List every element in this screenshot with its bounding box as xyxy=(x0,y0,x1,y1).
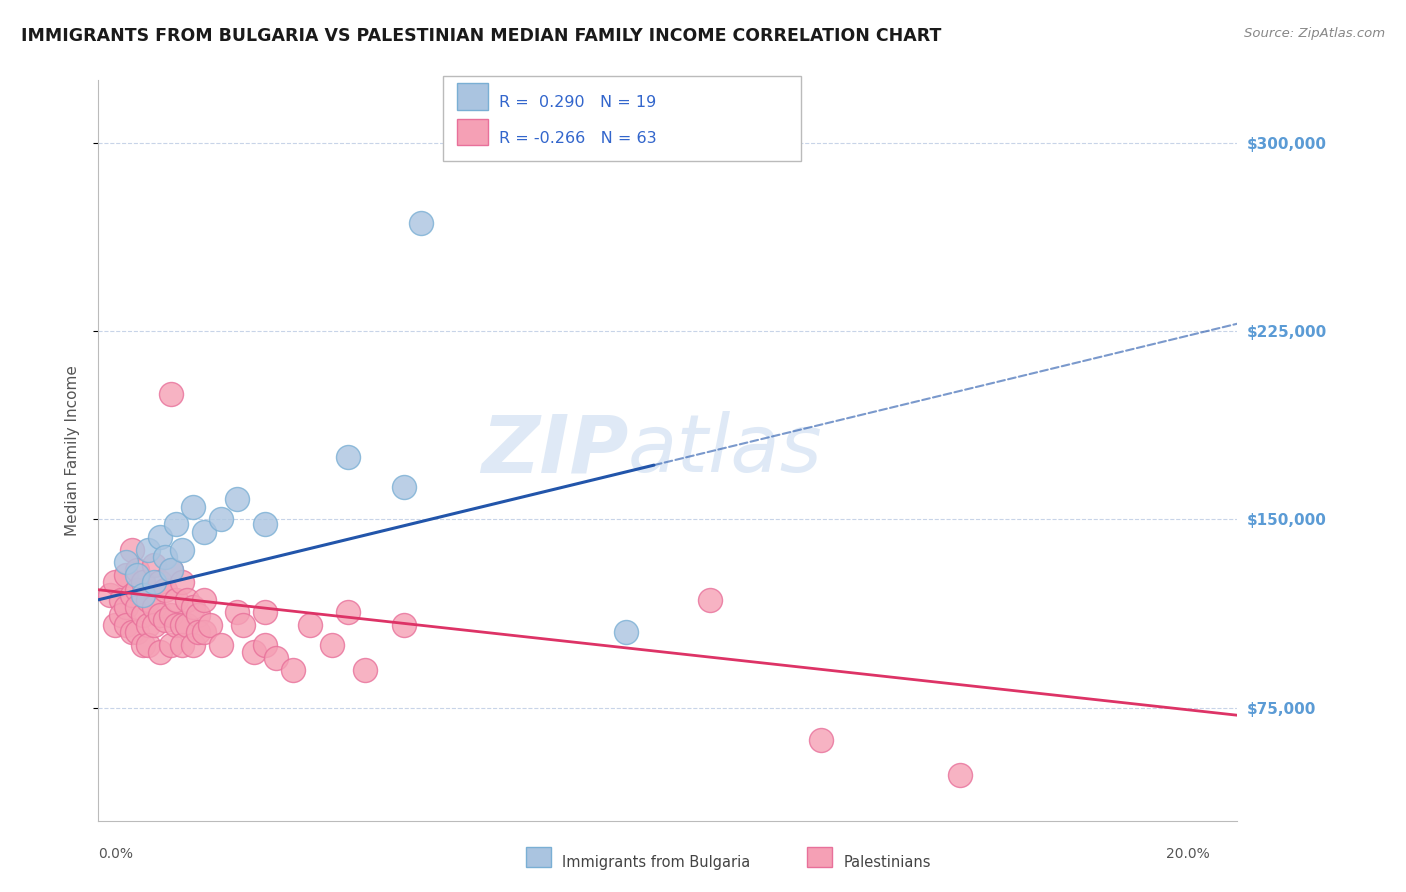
Point xyxy=(143,558,166,572)
Point xyxy=(337,605,360,619)
Point xyxy=(226,492,249,507)
Point xyxy=(132,588,155,602)
Point xyxy=(153,613,176,627)
Point xyxy=(281,663,304,677)
Text: atlas: atlas xyxy=(628,411,823,490)
Point xyxy=(153,550,176,565)
Point xyxy=(104,575,127,590)
Point xyxy=(138,638,160,652)
Text: IMMIGRANTS FROM BULGARIA VS PALESTINIAN MEDIAN FAMILY INCOME CORRELATION CHART: IMMIGRANTS FROM BULGARIA VS PALESTINIAN … xyxy=(21,27,942,45)
Point xyxy=(143,575,166,590)
Point xyxy=(115,600,138,615)
Point xyxy=(127,563,149,577)
Point xyxy=(226,605,249,619)
Point xyxy=(170,618,193,632)
Point xyxy=(181,638,204,652)
Point xyxy=(321,638,343,652)
Point xyxy=(132,575,155,590)
Point xyxy=(115,555,138,569)
Point xyxy=(148,575,170,590)
Point xyxy=(948,768,970,782)
Y-axis label: Median Family Income: Median Family Income xyxy=(65,365,80,536)
Text: ZIP: ZIP xyxy=(481,411,628,490)
Point xyxy=(181,500,204,514)
Point xyxy=(98,588,121,602)
Point xyxy=(138,618,160,632)
Point xyxy=(132,607,155,622)
Point xyxy=(110,607,132,622)
Point xyxy=(298,618,321,632)
Point xyxy=(121,625,143,640)
Point xyxy=(193,592,215,607)
Point xyxy=(159,607,181,622)
Point xyxy=(165,618,187,632)
Point xyxy=(170,638,193,652)
Point xyxy=(121,588,143,602)
Point xyxy=(115,567,138,582)
Point xyxy=(254,605,277,619)
Point xyxy=(176,592,198,607)
Text: Source: ZipAtlas.com: Source: ZipAtlas.com xyxy=(1244,27,1385,40)
Point xyxy=(170,575,193,590)
Point xyxy=(198,618,221,632)
Point xyxy=(187,625,209,640)
Text: 20.0%: 20.0% xyxy=(1166,847,1209,861)
Bar xyxy=(457,119,488,145)
Point xyxy=(392,618,415,632)
Point xyxy=(170,542,193,557)
Point xyxy=(148,607,170,622)
Point xyxy=(209,512,232,526)
Text: R = -0.266   N = 63: R = -0.266 N = 63 xyxy=(499,131,657,146)
Point xyxy=(354,663,377,677)
Point xyxy=(159,563,181,577)
Point xyxy=(148,645,170,659)
Bar xyxy=(807,847,832,867)
Point xyxy=(392,480,415,494)
Point xyxy=(148,530,170,544)
Point xyxy=(138,542,160,557)
Point xyxy=(254,638,277,652)
Bar xyxy=(526,847,551,867)
Point xyxy=(254,517,277,532)
Point xyxy=(159,387,181,401)
Point xyxy=(810,733,832,747)
Point xyxy=(127,567,149,582)
Text: R =  0.290   N = 19: R = 0.290 N = 19 xyxy=(499,95,657,111)
Point xyxy=(165,517,187,532)
Point xyxy=(165,592,187,607)
Point xyxy=(127,625,149,640)
Text: Palestinians: Palestinians xyxy=(844,855,931,870)
Bar xyxy=(443,76,801,161)
Point xyxy=(409,216,432,230)
Point xyxy=(159,563,181,577)
Point xyxy=(159,638,181,652)
Point xyxy=(121,542,143,557)
Text: 0.0%: 0.0% xyxy=(98,847,134,861)
Point xyxy=(232,618,254,632)
Point xyxy=(243,645,266,659)
Point xyxy=(143,600,166,615)
Text: Immigrants from Bulgaria: Immigrants from Bulgaria xyxy=(562,855,751,870)
Point xyxy=(614,625,637,640)
Point xyxy=(104,618,127,632)
Point xyxy=(181,600,204,615)
Point xyxy=(143,618,166,632)
Point xyxy=(176,618,198,632)
Point xyxy=(337,450,360,464)
Point xyxy=(153,582,176,597)
Bar xyxy=(457,83,488,110)
Point xyxy=(699,592,721,607)
Point xyxy=(193,524,215,539)
Point xyxy=(127,582,149,597)
Point xyxy=(193,625,215,640)
Point xyxy=(138,592,160,607)
Point xyxy=(187,607,209,622)
Point xyxy=(132,638,155,652)
Point xyxy=(110,592,132,607)
Point xyxy=(209,638,232,652)
Point xyxy=(264,650,287,665)
Point xyxy=(127,600,149,615)
Point xyxy=(115,618,138,632)
